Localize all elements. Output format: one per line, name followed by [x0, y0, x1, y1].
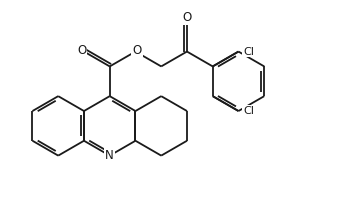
- Text: Cl: Cl: [243, 106, 254, 116]
- Text: O: O: [182, 11, 192, 24]
- Text: O: O: [77, 44, 86, 57]
- Text: Cl: Cl: [243, 46, 254, 57]
- Text: N: N: [105, 149, 114, 162]
- Text: O: O: [132, 44, 142, 57]
